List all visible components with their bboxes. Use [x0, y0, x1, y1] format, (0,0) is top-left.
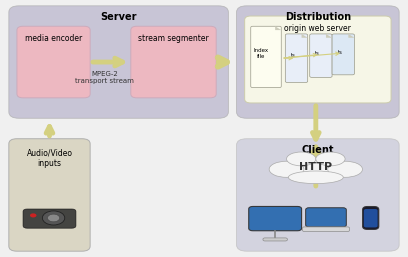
FancyBboxPatch shape: [285, 34, 308, 82]
Ellipse shape: [292, 158, 339, 178]
Ellipse shape: [286, 152, 316, 166]
Text: ts: ts: [315, 51, 320, 56]
Polygon shape: [302, 34, 308, 38]
Ellipse shape: [47, 214, 60, 222]
FancyBboxPatch shape: [310, 34, 332, 77]
FancyBboxPatch shape: [251, 26, 281, 88]
Text: MPEG-2
transport stream: MPEG-2 transport stream: [75, 71, 134, 84]
Text: origin web server: origin web server: [284, 24, 351, 33]
FancyBboxPatch shape: [237, 139, 399, 251]
FancyBboxPatch shape: [9, 6, 228, 118]
FancyBboxPatch shape: [9, 139, 90, 251]
FancyBboxPatch shape: [306, 208, 346, 227]
Ellipse shape: [269, 161, 304, 177]
Ellipse shape: [328, 161, 362, 177]
FancyBboxPatch shape: [237, 6, 399, 118]
FancyBboxPatch shape: [263, 238, 287, 241]
Text: Client: Client: [302, 145, 334, 155]
FancyBboxPatch shape: [363, 206, 379, 230]
Ellipse shape: [316, 152, 345, 166]
Text: Audio/Video
inputs: Audio/Video inputs: [27, 149, 73, 168]
FancyBboxPatch shape: [302, 227, 350, 232]
FancyBboxPatch shape: [364, 209, 378, 227]
Ellipse shape: [288, 171, 343, 184]
Text: Distribution: Distribution: [285, 12, 351, 22]
Polygon shape: [326, 34, 332, 38]
FancyBboxPatch shape: [332, 34, 355, 75]
FancyBboxPatch shape: [17, 26, 90, 98]
Text: Server: Server: [100, 12, 137, 22]
Ellipse shape: [30, 213, 36, 217]
Polygon shape: [275, 26, 281, 30]
Polygon shape: [348, 34, 355, 38]
FancyBboxPatch shape: [245, 16, 391, 103]
FancyBboxPatch shape: [131, 26, 216, 98]
FancyBboxPatch shape: [23, 209, 76, 228]
FancyBboxPatch shape: [249, 206, 302, 231]
Text: Index
file: Index file: [254, 49, 269, 59]
Text: stream segmenter: stream segmenter: [138, 34, 209, 43]
Text: ts: ts: [291, 53, 295, 58]
Text: media encoder: media encoder: [25, 34, 82, 43]
Text: ts: ts: [337, 50, 342, 55]
Text: HTTP: HTTP: [299, 162, 333, 172]
Ellipse shape: [42, 211, 65, 225]
